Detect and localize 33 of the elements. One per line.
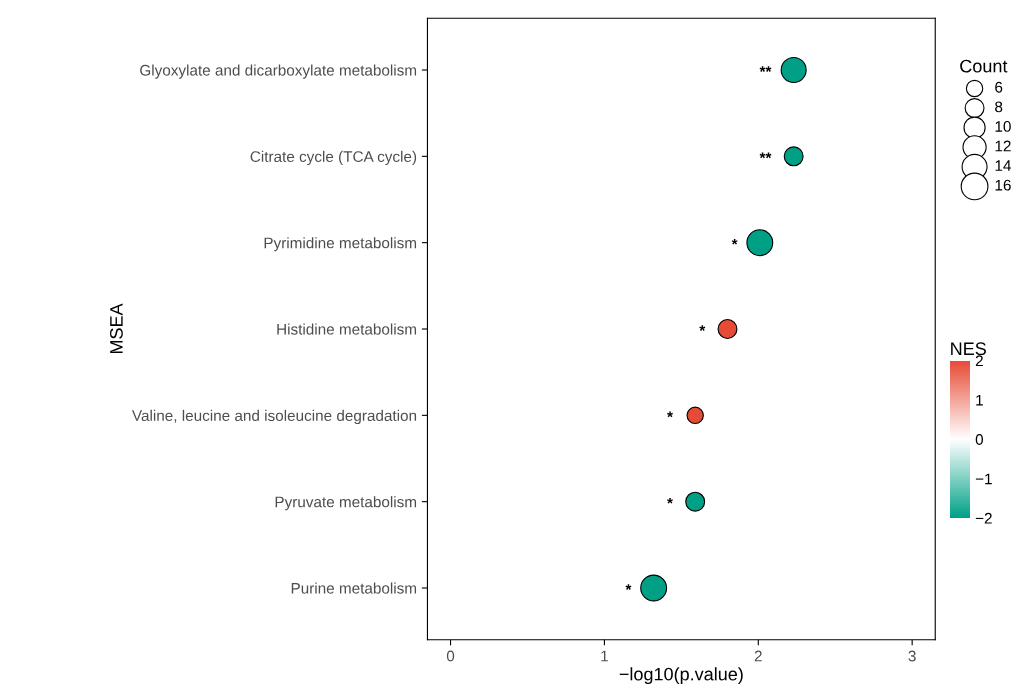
y-axis-title: MSEA	[110, 303, 123, 354]
x-axis-title: −log10(p.value)	[619, 667, 743, 685]
legend-title: Count	[960, 59, 1008, 73]
annotation: *	[699, 325, 706, 331]
legend-label: 12	[995, 140, 1011, 152]
annotation: *	[731, 238, 738, 245]
color-bar-label: −2	[975, 512, 992, 524]
y-tick-label: Valine, leucine and isoleucine degradation	[132, 409, 417, 425]
x-tick-label: 0	[446, 650, 455, 662]
annotation: **	[759, 66, 772, 72]
y-tick-label: Citrate cycle (TCA cycle)	[250, 150, 417, 166]
x-tick-label: 2	[754, 650, 762, 662]
y-tick-label: Pyruvate metabolism	[275, 496, 417, 511]
color-bar-label: 0	[975, 434, 984, 445]
annotation: **	[759, 152, 772, 159]
y-tick-label: Pyrimidine metabolism	[264, 237, 417, 252]
annotation: *	[667, 497, 673, 504]
color-bar-label: 1	[976, 394, 983, 406]
color-bar-label: 2	[975, 355, 983, 367]
annotation: *	[625, 584, 632, 590]
y-tick-label: Glyoxylate and dicarboxylate metabolism	[140, 64, 417, 79]
y-tick-label: Purine metabolism	[291, 582, 417, 594]
color-bar-label: −1	[975, 473, 992, 485]
legend-label: 6	[995, 81, 1003, 93]
annotation: *	[667, 411, 673, 418]
legend-label: 10	[995, 121, 1011, 132]
legend-label: 8	[995, 101, 1003, 113]
color-bar-title: NES	[951, 342, 986, 356]
legend-label: 16	[995, 179, 1011, 191]
x-tick-label: 1	[601, 650, 608, 662]
legend-label: 14	[995, 160, 1011, 171]
y-tick-label: Histidine metabolism	[277, 323, 417, 335]
x-tick-label: 3	[908, 650, 916, 662]
